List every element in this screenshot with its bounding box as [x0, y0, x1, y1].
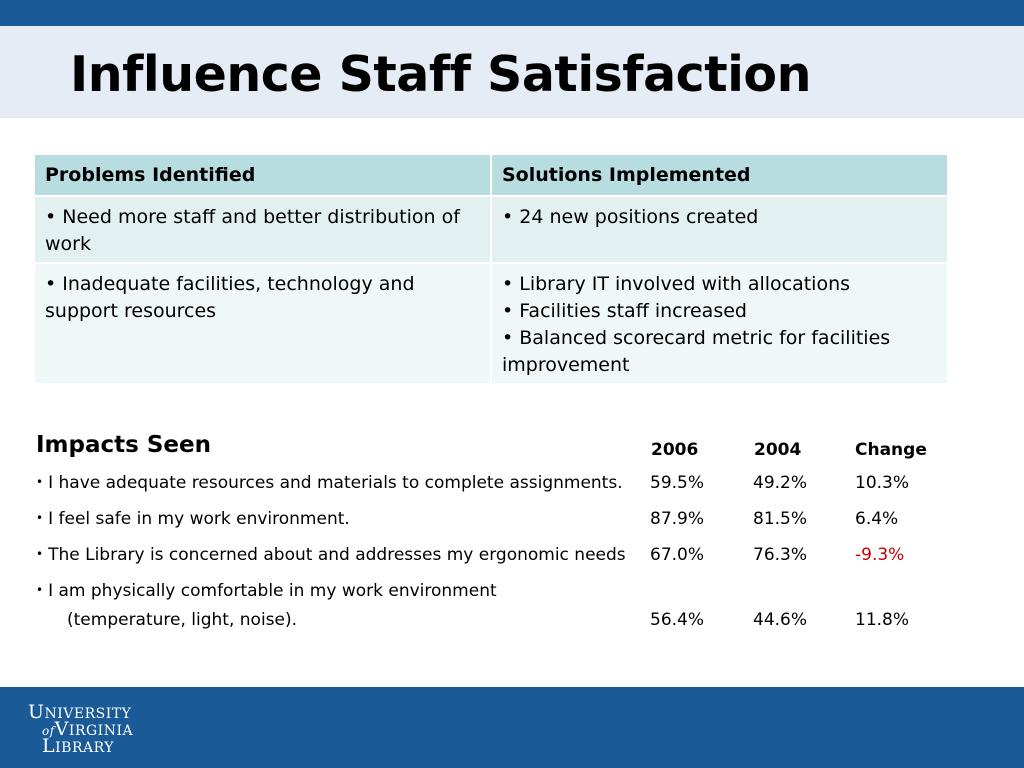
column-header-2004: 2004: [754, 440, 802, 460]
impact-text: I feel safe in my work environment.: [48, 509, 350, 529]
value-2006: 59.5%: [650, 473, 705, 493]
top-accent-bar: [0, 0, 1024, 26]
header-solutions: Solutions Implemented: [490, 153, 949, 197]
value-change-negative: -9.3%: [855, 545, 905, 565]
slide-title: Influence Staff Satisfaction: [70, 46, 811, 103]
value-2006: 67.0%: [650, 545, 705, 565]
impact-item: • I feel safe in my work environment.: [36, 509, 350, 529]
solution-cell: • Library IT involved with allocations •…: [490, 262, 949, 385]
value-2006: 87.9%: [650, 509, 705, 529]
impact-text: I am physically comfortable in my work e…: [48, 581, 497, 601]
footer-bar: [0, 687, 1024, 768]
impacts-title: Impacts Seen: [36, 432, 211, 458]
solution-text: • 24 new positions created: [502, 206, 759, 228]
value-2004: 76.3%: [753, 545, 808, 565]
problem-cell: • Need more staff and better distributio…: [33, 195, 492, 264]
solution-text: • Facilities staff increased: [502, 300, 747, 322]
column-header-2006: 2006: [651, 440, 699, 460]
impact-item-continuation: (temperature, light, noise).: [67, 610, 297, 630]
value-change: 10.3%: [855, 473, 910, 493]
value-2004: 44.6%: [753, 610, 808, 630]
problem-cell: • Inadequate facilities, technology and …: [33, 262, 492, 385]
bullet-glyph: •: [36, 475, 44, 489]
value-2004: 49.2%: [753, 473, 808, 493]
value-2006: 56.4%: [650, 610, 705, 630]
problem-text: • Inadequate facilities, technology and …: [45, 273, 415, 322]
impact-item: • The Library is concerned about and addr…: [36, 545, 626, 565]
title-band: [0, 26, 1024, 118]
column-header-change: Change: [855, 440, 927, 460]
problem-text: • Need more staff and better distributio…: [45, 206, 460, 255]
value-2004: 81.5%: [753, 509, 808, 529]
impact-text: The Library is concerned about and addre…: [48, 545, 626, 565]
solution-text: • Balanced scorecard metric for faciliti…: [502, 327, 891, 376]
impact-text: (temperature, light, noise).: [67, 610, 298, 630]
solution-cell: • 24 new positions created: [490, 195, 949, 264]
university-library-logo: UNIVERSITY ofVIRGINIA LIBRARY: [28, 701, 134, 757]
table-row: • Inadequate facilities, technology and …: [33, 262, 949, 385]
value-change: 6.4%: [855, 509, 899, 529]
bullet-glyph: •: [36, 583, 44, 597]
bullet-glyph: •: [36, 511, 44, 525]
impact-item: • I am physically comfortable in my work …: [36, 581, 497, 601]
header-problems: Problems Identified: [33, 153, 492, 197]
problems-solutions-table: Problems Identified Solutions Implemente…: [33, 153, 949, 385]
solution-text: • Library IT involved with allocations: [502, 273, 851, 295]
table-row: • Need more staff and better distributio…: [33, 195, 949, 264]
value-change: 11.8%: [855, 610, 910, 630]
bullet-glyph: •: [36, 547, 44, 561]
impact-text: I have adequate resources and materials …: [48, 473, 623, 493]
impact-item: • I have adequate resources and materials…: [36, 473, 623, 493]
